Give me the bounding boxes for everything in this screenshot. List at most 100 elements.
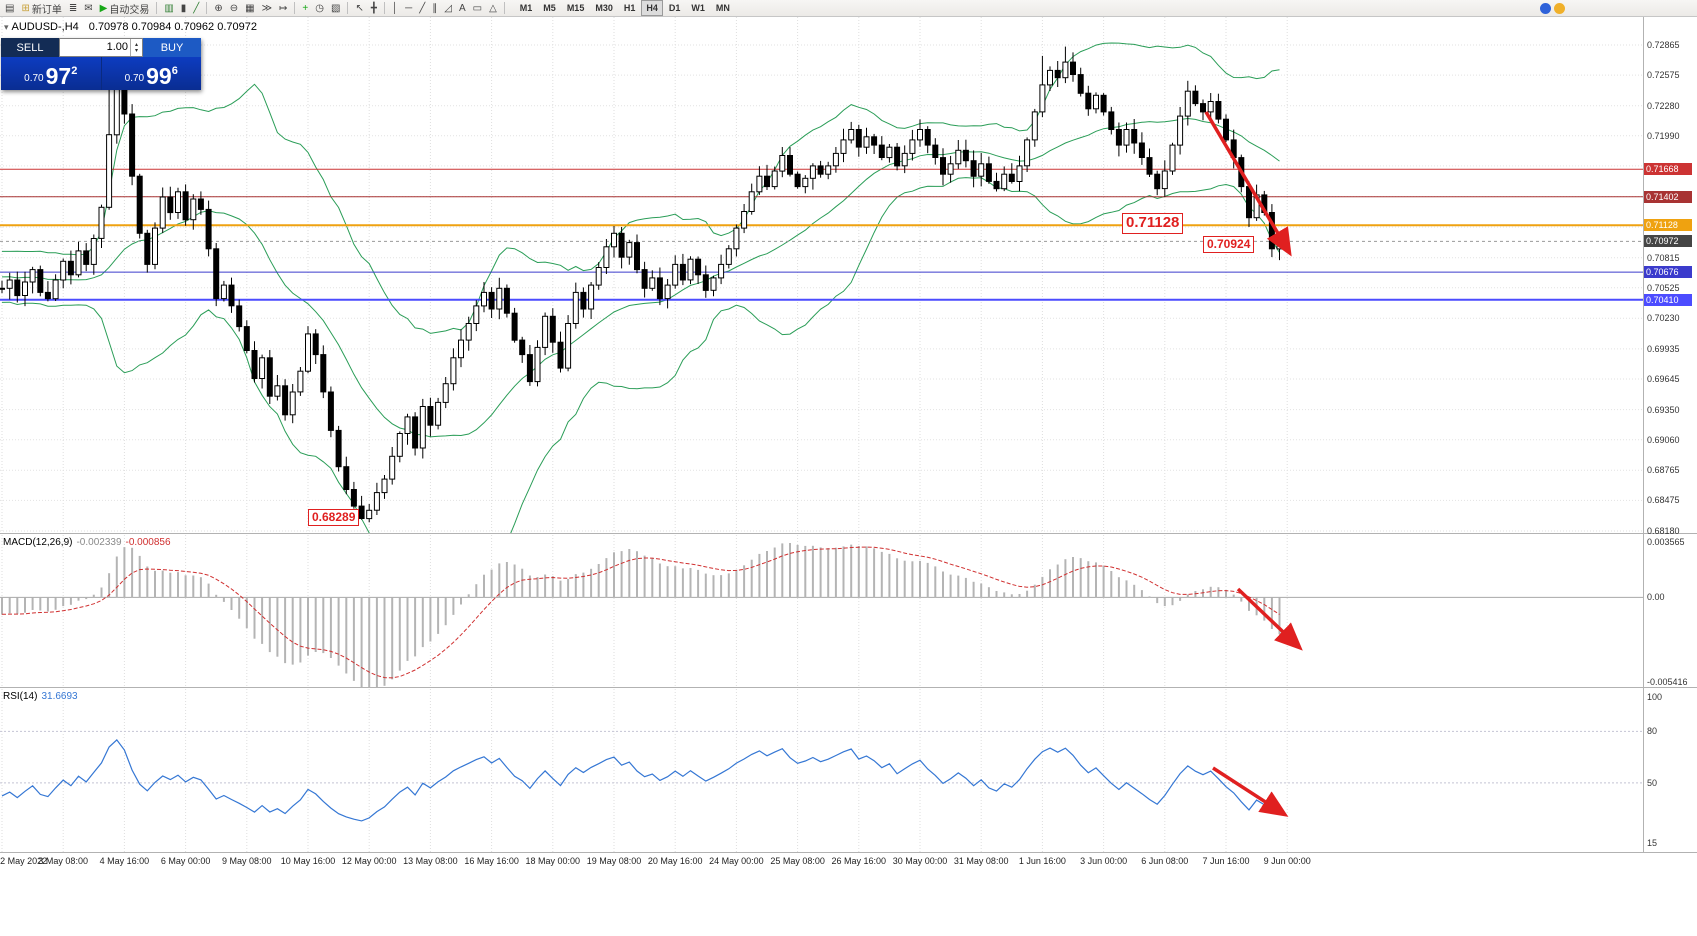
timeframe-switcher: M1 M5 M15 M30 H1 H4 D1 W1 MN	[515, 0, 735, 16]
sell-price-display[interactable]: 0.70 97 2	[1, 57, 102, 90]
fibonacci-icon: ◿	[444, 2, 452, 14]
panel-separator[interactable]	[0, 533, 1697, 534]
time-axis[interactable]	[0, 853, 1643, 872]
expand-panel-icon[interactable]: ▾	[4, 22, 9, 32]
line-chart-button[interactable]: ╱	[190, 1, 202, 16]
price-axis-border	[1643, 17, 1644, 852]
candle-chart-button[interactable]: ▮	[178, 1, 190, 16]
timeframe-h1[interactable]: H1	[623, 3, 636, 13]
macd-name: MACD(12,26,9)	[3, 537, 73, 548]
price-axis[interactable]	[1644, 17, 1697, 936]
channel-icon: ∥	[432, 2, 438, 14]
community-icon[interactable]	[1540, 2, 1551, 14]
rsi-value: 31.6693	[41, 691, 78, 702]
toolbar-separator	[156, 2, 158, 14]
text-label-button[interactable]: ▭	[470, 1, 485, 16]
window-list-button[interactable]: ≣	[66, 1, 80, 16]
new-order-button[interactable]: ⊞ 新订单	[18, 1, 64, 16]
periods-icon: ◷	[315, 2, 324, 14]
indicators-icon: +	[302, 2, 309, 14]
volume-down-icon[interactable]: ▾	[134, 47, 138, 54]
bar-chart-icon: ▥	[164, 2, 174, 14]
channel-button[interactable]: ∥	[429, 1, 440, 16]
cursor-button[interactable]: ↖	[352, 1, 366, 16]
timeframe-h4[interactable]: H4	[641, 0, 663, 16]
zoom-in-icon: ⊕	[214, 2, 223, 14]
text-label-icon: ▭	[472, 2, 483, 14]
shift-chart-button[interactable]: ↦	[276, 1, 290, 16]
zoom-out-button[interactable]: ⊖	[227, 1, 241, 16]
buy-price-sup: 6	[171, 65, 178, 77]
buy-button[interactable]: BUY	[143, 38, 201, 57]
horizontal-line-icon: ─	[405, 2, 413, 14]
fibonacci-button[interactable]: ◿	[441, 1, 455, 16]
mql5-icon[interactable]	[1554, 2, 1565, 14]
volume-value: 1.00	[106, 41, 128, 53]
timeframe-mn[interactable]: MN	[715, 3, 730, 13]
text-icon: A	[458, 2, 466, 14]
timeframe-d1[interactable]: D1	[668, 3, 681, 13]
auto-scroll-button[interactable]: ≫	[259, 1, 275, 16]
timeframe-w1[interactable]: W1	[691, 3, 705, 13]
tile-windows-button[interactable]: ▦	[242, 1, 257, 16]
toolbar-separator	[383, 2, 385, 14]
toolbar-separator	[294, 2, 296, 14]
rsi-indicator-label: RSI(14) 31.6693	[3, 691, 78, 702]
autotrading-button-label: 自动交易	[109, 4, 150, 16]
timeframe-m15[interactable]: M15	[566, 3, 585, 13]
new-chart-button[interactable]: ▤	[2, 1, 17, 16]
toolbar-separator	[503, 2, 505, 14]
price-annotation[interactable]: 0.70924	[1203, 236, 1255, 253]
toolbar-right-icons	[1540, 2, 1565, 14]
chart-title: ▾ AUDUSD-,H4 0.70978 0.70984 0.70962 0.709…	[4, 21, 257, 33]
macd-indicator-label: MACD(12,26,9) -0.002339 -0.000856	[3, 537, 171, 548]
line-chart-icon: ╱	[193, 2, 200, 14]
buy-price-display[interactable]: 0.70 99 6	[102, 57, 202, 90]
bar-chart-button[interactable]: ▥	[161, 1, 176, 16]
price-annotation[interactable]: 0.68289	[308, 509, 360, 526]
chart-area[interactable]	[0, 17, 1643, 852]
sell-price-big: 97	[45, 63, 72, 90]
price-annotation[interactable]: 0.71128	[1122, 213, 1184, 234]
timeframe-m1[interactable]: M1	[519, 3, 533, 13]
trade-panel-prices: 0.70 97 2 0.70 99 6	[1, 57, 201, 90]
new-chart-icon: ▤	[5, 2, 15, 14]
horizontal-line-button[interactable]: ─	[402, 1, 415, 16]
volume-spinner[interactable]: ▴ ▾	[130, 39, 142, 56]
window-list-icon: ≣	[68, 2, 78, 14]
toolbar-separator	[347, 2, 349, 14]
trade-panel-controls: SELL 1.00 ▴ ▾ BUY	[1, 38, 201, 57]
timeframe-m5[interactable]: M5	[543, 3, 556, 13]
zoom-out-icon: ⊖	[229, 2, 239, 14]
zoom-in-button[interactable]: ⊕	[211, 1, 225, 16]
macd-signal-value: -0.000856	[125, 537, 171, 548]
indicators-button[interactable]: +	[299, 1, 311, 16]
autotrading-icon: ▶	[99, 2, 108, 14]
candle-chart-icon: ▮	[180, 2, 187, 14]
sell-button[interactable]: SELL	[1, 38, 59, 57]
shift-chart-icon: ↦	[279, 2, 288, 14]
trendline-icon: ╱	[419, 2, 426, 14]
vertical-line-button[interactable]: │	[389, 1, 401, 16]
periods-button[interactable]: ◷	[312, 1, 327, 16]
auto-scroll-icon: ≫	[261, 2, 273, 14]
timeframe-m30[interactable]: M30	[595, 3, 613, 13]
shapes-icon: △	[489, 2, 497, 14]
one-click-trading-panel: SELL 1.00 ▴ ▾ BUY 0.70 97 2 0.70 99 6	[1, 38, 201, 90]
tile-windows-icon: ▦	[245, 2, 255, 14]
autotrading-button[interactable]: ▶ 自动交易	[97, 1, 153, 16]
sell-price-sup: 2	[71, 65, 78, 77]
text-button[interactable]: A	[456, 1, 469, 16]
crosshair-button[interactable]: ╋	[368, 1, 380, 16]
mailbox-button[interactable]: ✉	[81, 1, 95, 16]
panel-separator[interactable]	[0, 852, 1697, 853]
toolbar-separator	[206, 2, 208, 14]
mailbox-icon: ✉	[84, 2, 93, 14]
shapes-button[interactable]: △	[486, 1, 500, 16]
panel-separator[interactable]	[0, 687, 1697, 688]
volume-input[interactable]: 1.00 ▴ ▾	[59, 38, 143, 57]
templates-button[interactable]: ▧	[328, 1, 343, 16]
rsi-name: RSI(14)	[3, 691, 38, 702]
trendline-button[interactable]: ╱	[416, 1, 428, 16]
